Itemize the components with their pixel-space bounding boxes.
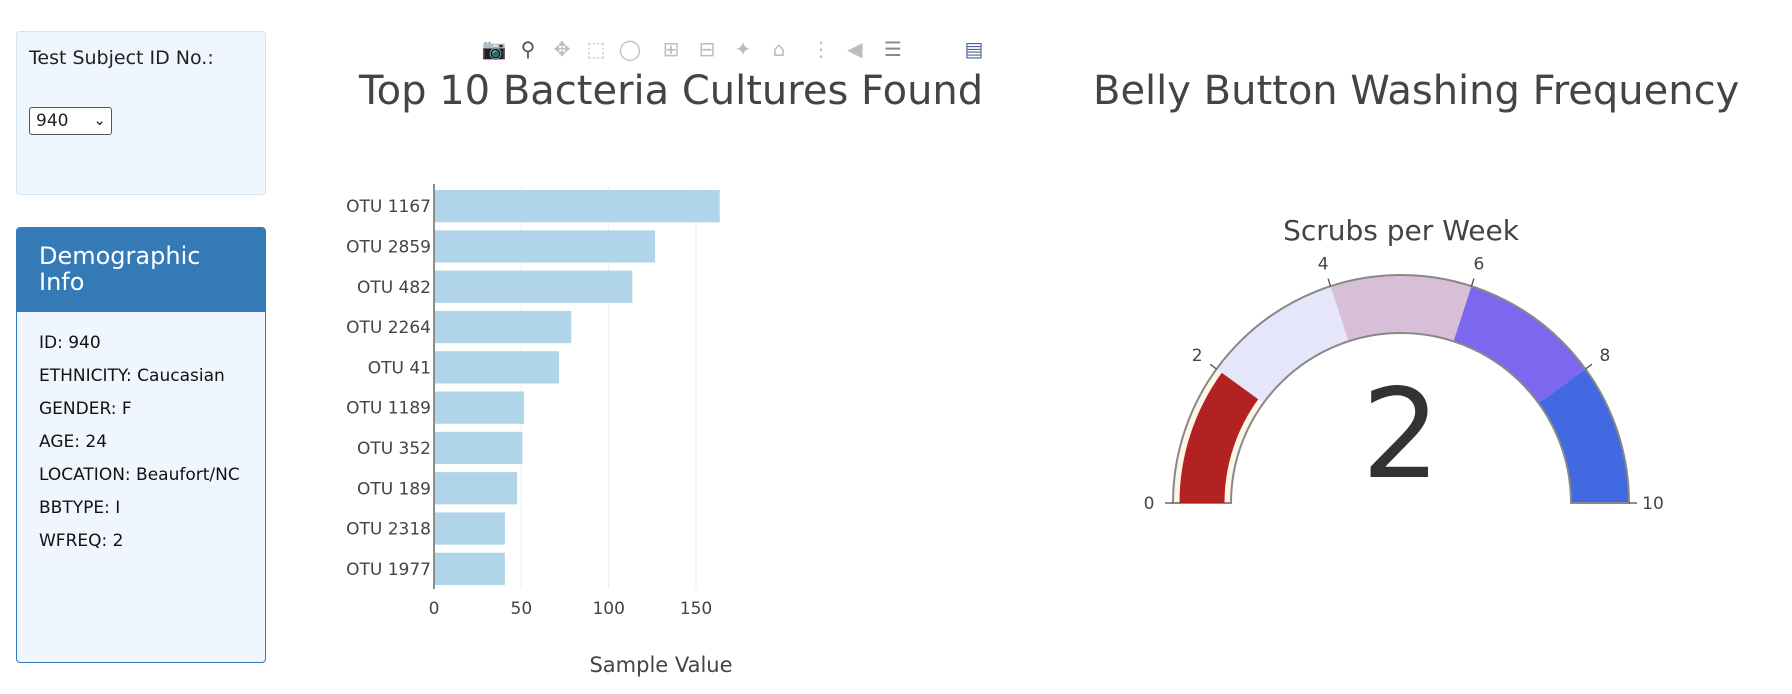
x-tick-label: 100 <box>592 599 624 619</box>
gauge-step <box>1453 286 1586 404</box>
gauge-value-bar <box>1179 372 1259 503</box>
bar-chart-bars <box>435 190 720 585</box>
spike-lines-icon[interactable]: ⋮ <box>811 37 831 61</box>
bar <box>435 431 523 465</box>
gauge-subtitle: Scrubs per Week <box>1283 214 1520 247</box>
bar <box>435 270 633 303</box>
x-tick-label: 0 <box>429 599 440 619</box>
demographic-info-panel: Demographic Info ID: 940 ETHNICITY: Cauc… <box>16 227 266 663</box>
gauge-tick-label: 6 <box>1473 254 1484 274</box>
demographic-row: WFREQ: 2 <box>39 531 124 551</box>
gauge-tick <box>1585 363 1593 370</box>
demographic-row: BBTYPE: I <box>39 498 121 518</box>
bar <box>435 310 572 344</box>
gauge-step <box>1330 275 1472 342</box>
subject-id-label: Test Subject ID No.: <box>29 47 214 69</box>
bar-chart-xlabel: Sample Value <box>589 653 732 677</box>
gauge-chart-title: Belly Button Washing Frequency <box>1093 68 1740 114</box>
bar <box>435 391 525 424</box>
demographic-row: GENDER: F <box>39 399 132 419</box>
gauge-value: 2 <box>1362 363 1441 507</box>
hover-compare-icon[interactable]: ☰ <box>884 37 902 61</box>
plotly-logo-icon[interactable]: ▤ <box>964 37 984 61</box>
zoom-icon[interactable]: ⚲ <box>520 37 536 61</box>
gauge-tick <box>1327 278 1332 287</box>
gauge-tick-label: 2 <box>1192 346 1203 366</box>
bar <box>435 512 505 545</box>
bar-chart-category-labels: OTU 1167 OTU 2859 OTU 482 OTU 2264 OTU 41 OTU… <box>346 197 431 580</box>
gauge-tick-label: 8 <box>1599 346 1610 366</box>
chevron-down-icon: ⌄ <box>93 111 106 129</box>
bar <box>435 230 656 263</box>
gauge-tick <box>1209 363 1217 370</box>
subject-id-select[interactable]: 940 ⌄ <box>29 107 112 135</box>
gauge-chart: 0 2 4 6 8 10 <box>1144 254 1664 514</box>
demographic-info-heading: Demographic Info <box>17 228 265 312</box>
gauge-tick-label: 10 <box>1642 494 1664 514</box>
demographic-row: ETHNICITY: Caucasian <box>39 366 225 386</box>
bar-chart-tick-labels: 0 50 100 150 <box>429 599 713 619</box>
camera-icon[interactable]: 📷 <box>481 37 507 61</box>
gauge-outline <box>1171 274 1631 504</box>
demographic-row: AGE: 24 <box>39 432 108 452</box>
lasso-icon[interactable]: ◯ <box>618 37 642 61</box>
y-tick-label: OTU 1977 <box>346 560 431 580</box>
demographic-row: ID: 940 <box>39 333 101 353</box>
y-tick-label: OTU 352 <box>357 439 431 459</box>
y-tick-label: OTU 2264 <box>346 318 431 338</box>
bar-chart-title: Top 10 Bacteria Cultures Found <box>359 68 984 114</box>
zoom-in-icon[interactable]: ⊞ <box>662 37 680 61</box>
y-tick-label: OTU 2318 <box>346 520 431 540</box>
y-tick-label: OTU 41 <box>368 358 431 378</box>
bar <box>435 190 720 223</box>
demographic-info-body: ID: 940 ETHNICITY: Caucasian GENDER: F A… <box>17 312 265 587</box>
gauge-tick-label: 0 <box>1144 494 1155 514</box>
pan-icon[interactable]: ✥ <box>553 37 571 61</box>
y-tick-label: OTU 2859 <box>346 237 431 257</box>
gauge-tick-label: 4 <box>1318 254 1329 274</box>
gauge-tick <box>1470 278 1475 287</box>
y-tick-label: OTU 189 <box>357 479 431 499</box>
x-tick-label: 150 <box>680 599 712 619</box>
subject-id-value: 940 <box>36 111 69 131</box>
y-tick-label: OTU 1189 <box>346 399 431 419</box>
hover-closest-icon[interactable]: ◀ <box>847 37 863 61</box>
autoscale-icon[interactable]: ✦ <box>734 37 752 61</box>
bar <box>435 552 505 585</box>
y-tick-label: OTU 1167 <box>346 197 431 217</box>
demographic-row: LOCATION: Beaufort/NC <box>39 465 240 485</box>
reset-axes-icon[interactable]: ⌂ <box>772 37 786 61</box>
box-select-icon[interactable]: ⬚ <box>586 37 606 61</box>
gauge-step <box>1216 286 1349 404</box>
x-tick-label: 50 <box>511 599 533 619</box>
bar <box>435 351 560 384</box>
gauge-step <box>1538 368 1629 503</box>
y-tick-label: OTU 482 <box>357 278 431 298</box>
bar <box>435 472 518 505</box>
zoom-out-icon[interactable]: ⊟ <box>698 37 716 61</box>
